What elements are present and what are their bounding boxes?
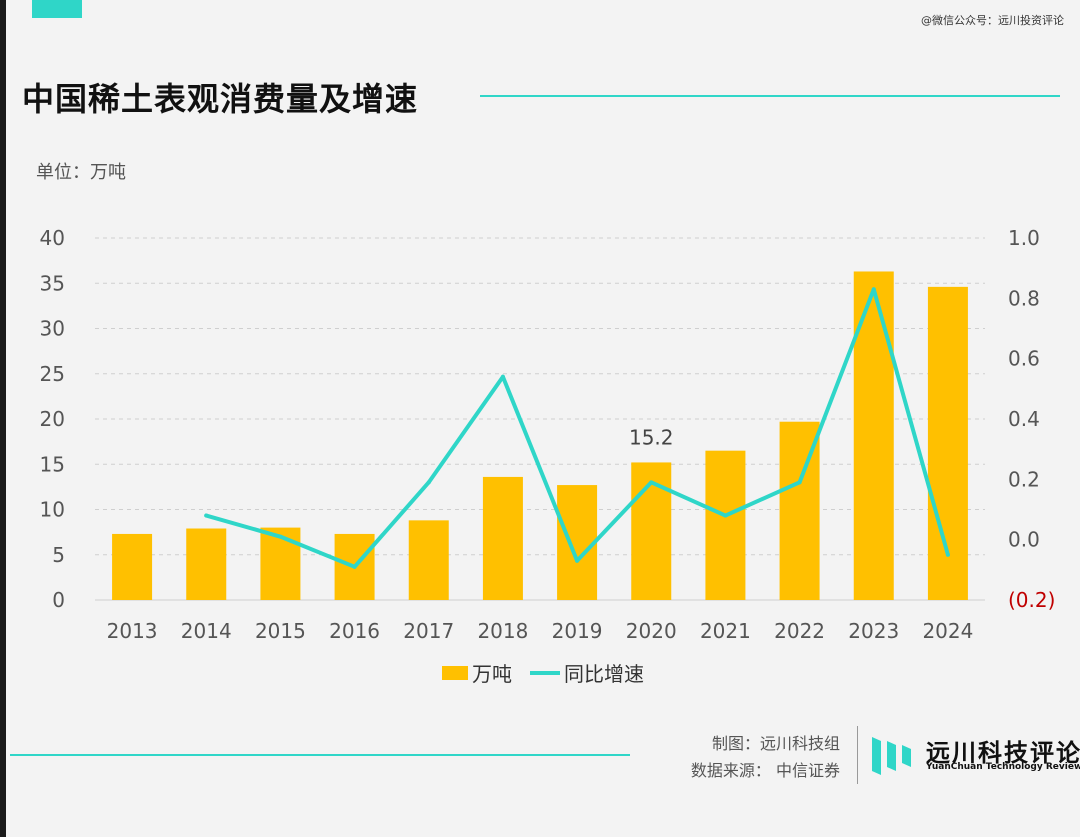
legend-line-swatch <box>530 670 560 675</box>
bar <box>482 476 523 600</box>
footer-divider <box>857 726 858 784</box>
footer-accent-line <box>10 754 630 756</box>
x-axis-tick-label: 2019 <box>552 619 603 643</box>
line-point <box>352 564 357 569</box>
made-by: 制图：远川科技组 <box>711 734 840 753</box>
x-axis-tick-label: 2016 <box>329 619 380 643</box>
bar <box>631 462 672 600</box>
right-axis-tick-label: 0.4 <box>1008 407 1040 431</box>
bar <box>557 485 598 600</box>
chart-canvas: 0 5 10 15 20 25 30 35 40 (0.2) 0.0 0.2 0.4 0.6 0.8 1.0 2… <box>40 226 1056 643</box>
data-source: 数据来源： 中信证券 <box>690 761 840 780</box>
x-axis-tick-label: 2021 <box>700 619 751 643</box>
line-point <box>945 552 950 557</box>
logo-text-en: YuanChuan Technology Review <box>926 762 1080 772</box>
right-axis-tick-label: 0.8 <box>1008 286 1040 310</box>
accent-block <box>32 0 82 18</box>
left-axis-tick-label: 0 <box>52 588 65 612</box>
data-label: 15.2 <box>629 425 674 449</box>
left-axis-tick-label: 30 <box>40 317 65 341</box>
x-axis-tick-label: 2017 <box>403 619 454 643</box>
left-edge-bar <box>0 0 6 837</box>
legend-bar-swatch <box>442 665 468 680</box>
x-axis-tick-label: 2022 <box>774 619 825 643</box>
unit-label: 单位：万吨 <box>36 162 126 183</box>
logo-text-cn: 远川科技评论 <box>926 739 1080 767</box>
left-axis-tick-label: 25 <box>40 362 65 386</box>
left-axis-tick-label: 15 <box>40 452 65 476</box>
right-axis-tick-label: 0.6 <box>1008 347 1040 371</box>
bar <box>705 450 746 600</box>
chart-title: 中国稀土表观消费量及增速 <box>22 80 419 118</box>
credits: 制图：远川科技组 数据来源： 中信证券 <box>691 730 840 784</box>
legend: 万吨 同比增速 <box>442 658 644 687</box>
x-axis-tick-label: 2015 <box>255 619 306 643</box>
x-axis-tick-label: 2014 <box>181 619 232 643</box>
left-axis-tick-label: 40 <box>40 226 65 250</box>
left-axis-tick-label: 20 <box>40 407 65 431</box>
line-point <box>797 480 802 485</box>
right-axis-tick-label: (0.2) <box>1008 588 1055 612</box>
x-axis-tick-label: 2013 <box>107 619 158 643</box>
x-axis-tick-label: 2024 <box>922 619 973 643</box>
right-axis-tick-label: 0.0 <box>1008 528 1040 552</box>
watermark: @微信公众号：远川投资评论 <box>921 14 1064 27</box>
title-accent-line <box>480 95 1060 97</box>
legend-bar-label: 万吨 <box>472 662 512 686</box>
logo-mark-icon <box>872 737 911 775</box>
line-point <box>500 374 505 379</box>
right-axis-tick-label: 0.2 <box>1008 467 1040 491</box>
legend-line-label: 同比增速 <box>564 662 644 686</box>
line-point <box>723 513 728 518</box>
left-axis-tick-label: 5 <box>52 543 65 567</box>
line-point <box>426 480 431 485</box>
line-point <box>871 287 876 292</box>
x-axis-tick-label: 2018 <box>477 619 528 643</box>
brand-logo: 远川科技评论 YuanChuan Technology Review <box>872 733 1080 779</box>
bar <box>186 528 227 600</box>
line-point <box>278 534 283 539</box>
left-axis-tick-label: 35 <box>40 271 65 295</box>
line-point <box>204 513 209 518</box>
line-point <box>575 558 580 563</box>
right-axis-tick-label: 1.0 <box>1008 226 1040 250</box>
line-point <box>649 480 654 485</box>
x-axis-tick-label: 2020 <box>626 619 677 643</box>
x-axis-tick-label: 2023 <box>848 619 899 643</box>
bar <box>408 520 449 600</box>
bar <box>260 527 301 600</box>
bar <box>112 533 153 600</box>
left-axis-tick-label: 10 <box>40 498 65 522</box>
